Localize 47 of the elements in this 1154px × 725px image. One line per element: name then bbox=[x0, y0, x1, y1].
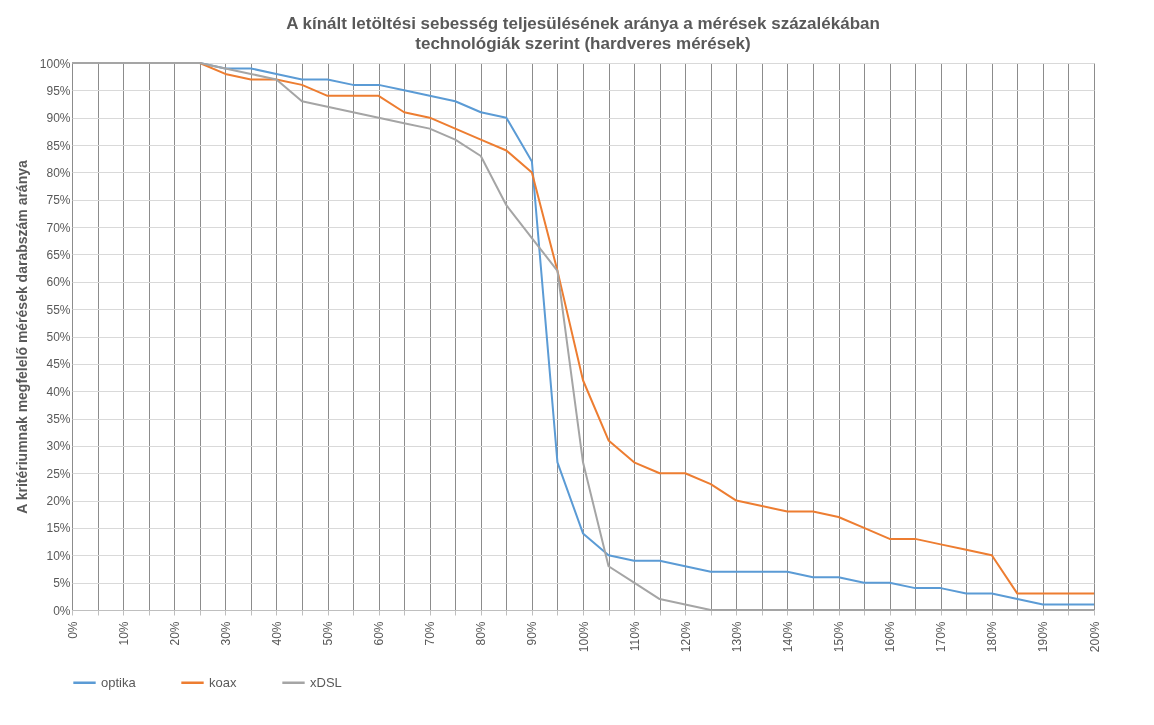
x-tick-label: 130% bbox=[729, 621, 744, 653]
x-tick-label: 120% bbox=[678, 621, 693, 653]
y-tick-label: 80% bbox=[46, 165, 71, 180]
y-tick-label: 10% bbox=[46, 548, 71, 563]
y-tick-label: 70% bbox=[46, 220, 71, 235]
x-tick-label: 70% bbox=[423, 621, 438, 646]
legend-label: koax bbox=[209, 674, 237, 690]
x-tick-label: 50% bbox=[321, 621, 335, 646]
y-tick-label: 50% bbox=[46, 330, 71, 344]
x-tick-label: 90% bbox=[525, 621, 540, 646]
chart-subtitle: technológiák szerint (hardveres mérések) bbox=[415, 34, 751, 53]
y-tick-label: 100% bbox=[39, 56, 71, 71]
y-tick-label: 0% bbox=[53, 603, 71, 618]
y-tick-label: 15% bbox=[46, 521, 71, 536]
y-tick-label: 55% bbox=[46, 302, 71, 317]
x-tick-label: 150% bbox=[832, 621, 846, 653]
y-tick-label: 25% bbox=[46, 466, 71, 481]
y-tick-label: 90% bbox=[46, 111, 71, 126]
y-tick-label: 65% bbox=[46, 247, 71, 262]
x-tick-label: 40% bbox=[269, 621, 284, 646]
y-tick-label: 85% bbox=[46, 138, 71, 153]
x-tick-label: 140% bbox=[780, 621, 795, 653]
x-tick-label: 10% bbox=[116, 621, 131, 646]
chart-title: A kínált letöltési sebesség teljesülésének aránya a mérések százalékában bbox=[286, 14, 880, 33]
x-tick-label: 190% bbox=[1036, 621, 1051, 653]
x-tick-label: 60% bbox=[372, 621, 387, 646]
y-tick-label: 95% bbox=[46, 83, 71, 98]
y-tick-label: 5% bbox=[53, 576, 71, 591]
x-tick-label: 80% bbox=[474, 621, 489, 646]
y-tick-label: 40% bbox=[46, 384, 71, 399]
y-tick-label: 35% bbox=[46, 412, 71, 427]
legend-label: xDSL bbox=[310, 674, 342, 690]
x-tick-label: 170% bbox=[934, 621, 949, 653]
y-tick-label: 60% bbox=[46, 275, 71, 290]
x-tick-label: 200% bbox=[1087, 621, 1102, 653]
y-tick-label: 20% bbox=[46, 494, 71, 509]
y-axis-title: A kritériumnak megfelelő mérések darabszám aránya bbox=[13, 160, 30, 514]
x-tick-label: 20% bbox=[167, 621, 182, 646]
x-tick-label: 160% bbox=[883, 621, 898, 653]
y-tick-label: 45% bbox=[46, 357, 71, 372]
y-tick-label: 75% bbox=[46, 193, 71, 208]
x-tick-label: 110% bbox=[627, 621, 642, 652]
y-tick-label: 30% bbox=[46, 439, 71, 454]
x-tick-label: 30% bbox=[218, 621, 233, 646]
x-tick-label: 100% bbox=[576, 621, 591, 653]
x-tick-label: 180% bbox=[985, 621, 1000, 653]
legend-label: optika bbox=[101, 674, 137, 690]
